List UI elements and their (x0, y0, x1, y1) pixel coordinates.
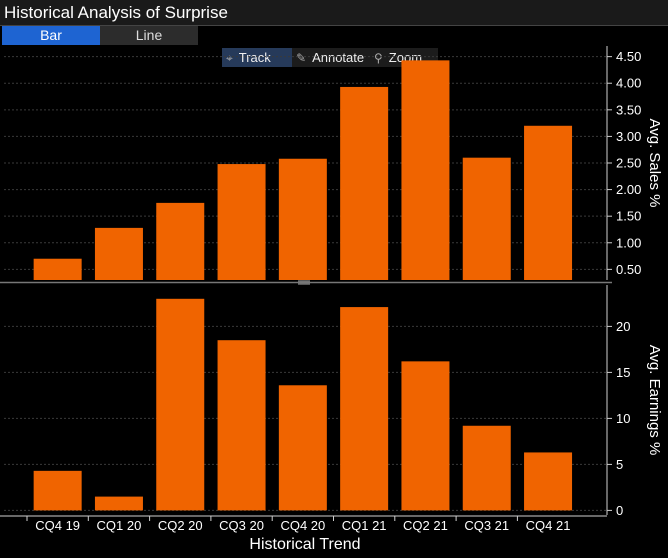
sales-bar (462, 157, 511, 280)
bar-view-tab[interactable]: Bar (2, 26, 100, 45)
line-view-tab[interactable]: Line (100, 26, 198, 45)
sales-y-tick-label: 2.00 (616, 182, 641, 197)
x-tick-label: CQ4 19 (35, 518, 80, 533)
track-label: Track (238, 50, 271, 65)
sales-y-axis-title: Avg. Sales % (646, 119, 663, 208)
sales-bar (94, 227, 143, 280)
track-button[interactable]: ⌖ Track (222, 48, 294, 67)
earnings-y-axis-title: Avg. Earnings % (646, 345, 663, 456)
earnings-bar (278, 385, 327, 511)
sales-bar (33, 258, 82, 280)
earnings-bar (462, 425, 511, 511)
x-tick-label: CQ4 20 (280, 518, 325, 533)
sales-y-tick-label: 4.00 (616, 76, 641, 91)
sales-y-tick-label: 4.50 (616, 49, 641, 64)
earnings-y-tick-label: 15 (616, 365, 630, 380)
earnings-bar (94, 496, 143, 511)
sales-y-tick-label: 3.00 (616, 129, 641, 144)
sales-y-tick-label: 1.00 (616, 235, 641, 250)
annotate-label: Annotate (312, 50, 365, 65)
earnings-bar (217, 340, 266, 511)
sales-bar (524, 125, 573, 280)
x-tick-label: CQ4 21 (526, 518, 571, 533)
earnings-y-tick-label: 5 (616, 457, 623, 472)
magnifier-icon: ⚲ (374, 51, 383, 65)
earnings-y-tick-label: 0 (616, 503, 623, 518)
x-tick-label: CQ1 21 (342, 518, 387, 533)
x-tick-label: CQ2 20 (158, 518, 203, 533)
sales-y-tick-label: 3.50 (616, 102, 641, 117)
sales-bar (217, 164, 266, 280)
earnings-bar (401, 361, 450, 511)
pencil-icon: ✎ (296, 51, 307, 65)
crosshair-icon: ⌖ (226, 51, 233, 65)
sales-y-tick-label: 2.50 (616, 156, 641, 171)
x-tick-label: CQ1 20 (97, 518, 142, 533)
x-tick-label: CQ3 20 (219, 518, 264, 533)
sales-bar (156, 202, 205, 280)
window-title: Historical Analysis of Surprise (4, 3, 228, 22)
x-tick-label: CQ2 21 (403, 518, 448, 533)
sales-bar (401, 60, 450, 280)
earnings-y-tick-label: 10 (616, 411, 630, 426)
earnings-bar (524, 452, 573, 511)
earnings-y-tick-label: 20 (616, 319, 630, 334)
earnings-bar (156, 298, 205, 511)
sales-bar (340, 86, 389, 280)
x-axis-title: Historical Trend (249, 536, 361, 553)
earnings-bar (33, 470, 82, 511)
earnings-bar (340, 307, 389, 511)
window-title-bar: Historical Analysis of Surprise (0, 0, 668, 26)
annotate-button[interactable]: ✎ Annotate (292, 48, 372, 67)
sales-bar (278, 158, 327, 280)
sales-y-tick-label: 1.50 (616, 209, 641, 224)
x-tick-label: CQ3 21 (464, 518, 509, 533)
sales-y-tick-label: 0.50 (616, 262, 641, 277)
